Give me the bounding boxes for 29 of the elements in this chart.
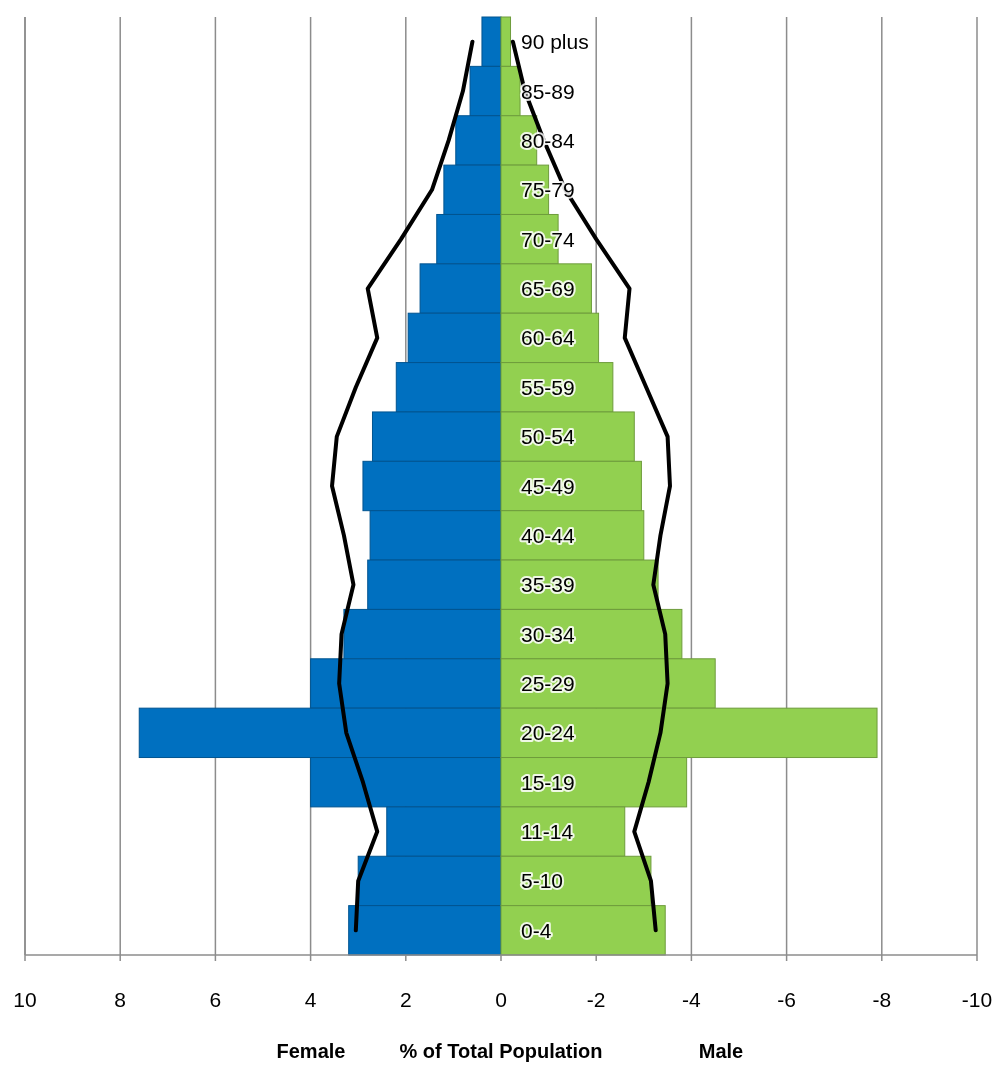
y-tick-label: 35-39: [521, 573, 575, 597]
y-tick-label: 25-29: [521, 671, 575, 695]
text: Female: [276, 1040, 346, 1062]
y-tick-label: 0-4: [521, 918, 552, 942]
x-tick-label: -2: [586, 988, 606, 1011]
y-tick-label: 50-54: [521, 425, 576, 449]
y-tick-label: 65-69: [521, 277, 575, 301]
x-tick-label: 10: [13, 988, 37, 1011]
text: Male: [698, 1040, 744, 1062]
x-tick-label: -4: [682, 988, 702, 1011]
x-tick-label: 8: [114, 988, 127, 1011]
y-tick-label: 30-34: [521, 622, 576, 646]
y-tick-label: 60-64: [521, 326, 576, 350]
x-tick-label: 2: [399, 988, 412, 1011]
y-tick-label: 45-49: [521, 474, 575, 498]
y-tick-label: 40-44: [521, 523, 576, 547]
y-tick-label: 90 plus: [521, 30, 589, 54]
y-tick-label: 11-14: [521, 820, 574, 844]
y-tick-label: 20-24: [521, 721, 576, 745]
y-tick-label: 55-59: [521, 375, 575, 399]
y-tick-label: 5-10: [521, 869, 564, 893]
x-tick-label: 4: [304, 988, 317, 1011]
x-tick-label: 6: [209, 988, 222, 1011]
y-tick-label: 15-19: [521, 770, 575, 794]
x-tick-label: 0: [495, 988, 507, 1011]
x-tick-label: -8: [872, 988, 892, 1011]
x-tick-label: -6: [777, 988, 796, 1011]
x-tick-label: -10: [961, 988, 993, 1011]
x-axis-title: % of Total Population: [399, 1040, 603, 1062]
